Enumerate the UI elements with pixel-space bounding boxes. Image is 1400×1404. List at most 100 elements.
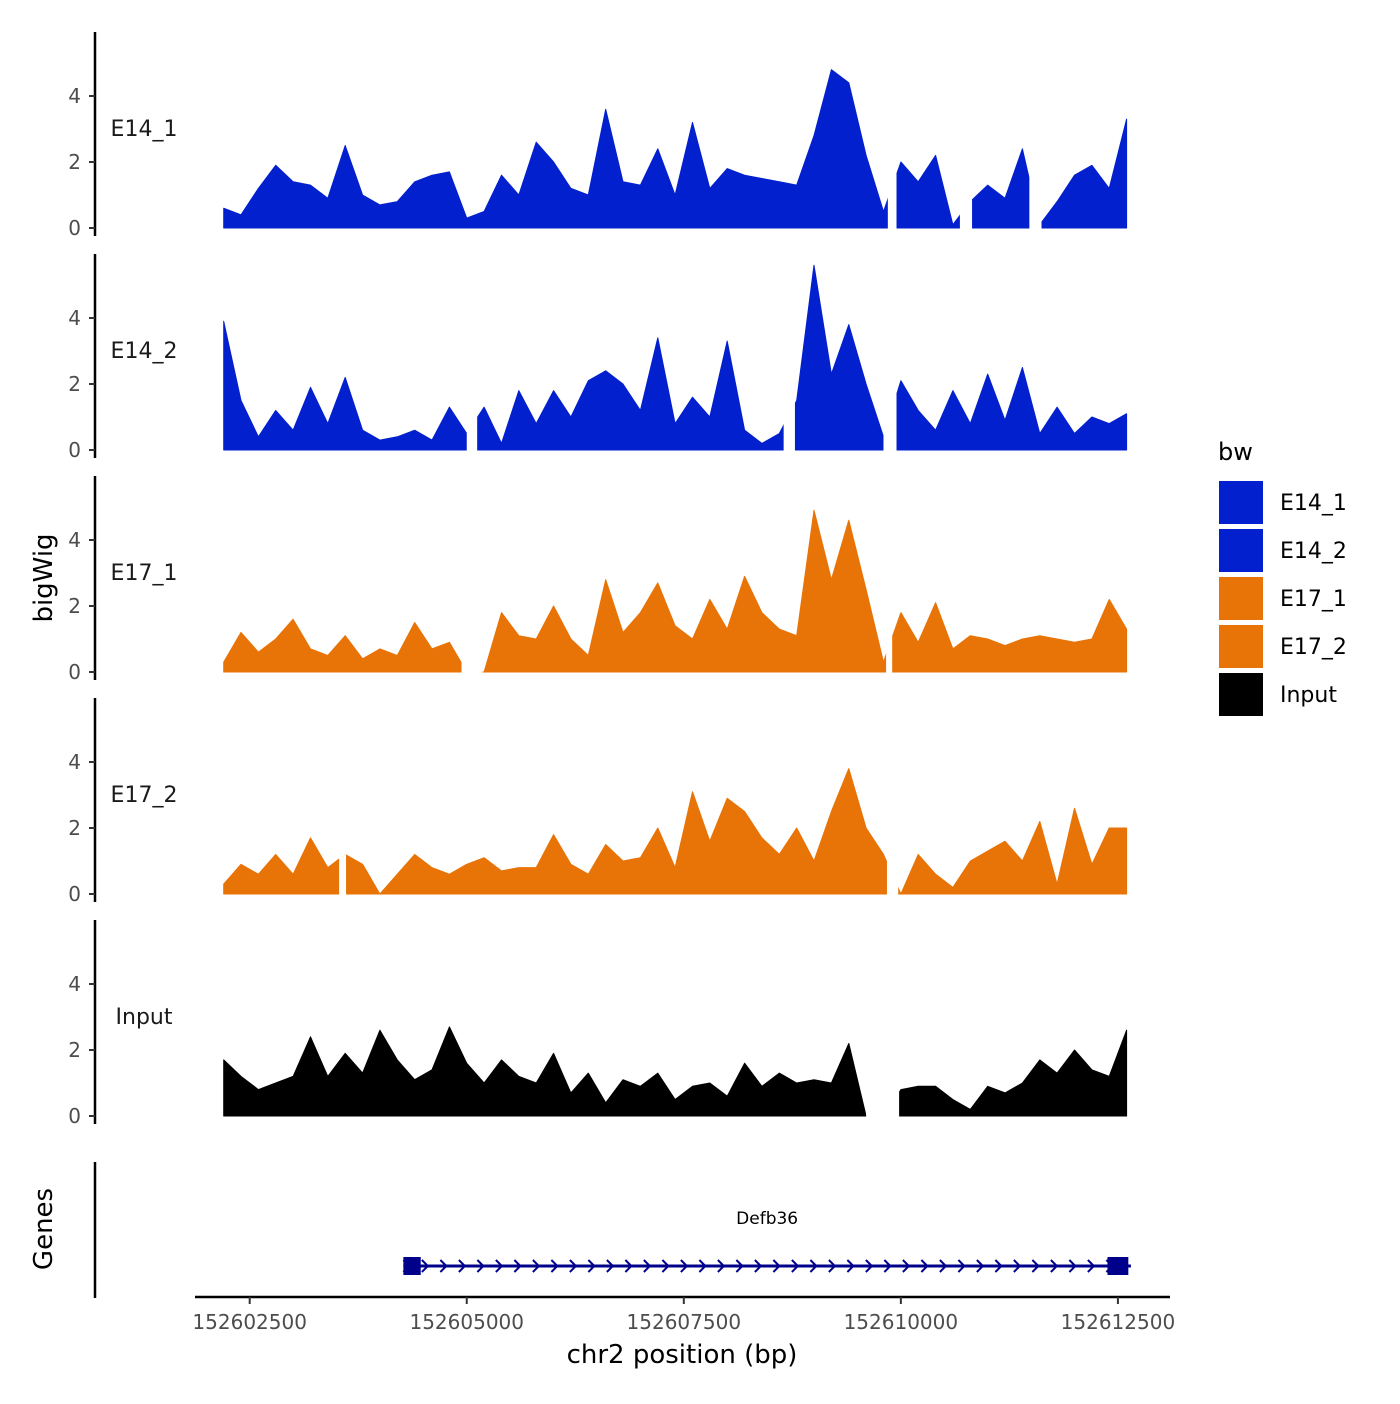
strand-arrow — [569, 1259, 578, 1273]
legend-label: E17_2 — [1280, 635, 1347, 660]
y-tick-label: 0 — [68, 1104, 81, 1128]
track-e17-1: 0 2 4 E17_1 — [68, 474, 1128, 684]
legend-label: E17_1 — [1280, 587, 1347, 612]
area-e17-1 — [223, 509, 1128, 673]
strand-arrow — [532, 1259, 541, 1273]
genes-track: Defb36 — [93, 1162, 1131, 1298]
x-tick-label: 152610000 — [844, 1310, 959, 1334]
strand-arrow — [661, 1259, 670, 1273]
x-axis-label: chr2 position (bp) — [567, 1340, 798, 1370]
strand-arrow — [1031, 1259, 1040, 1273]
strand-arrow — [939, 1259, 948, 1273]
legend-swatch — [1219, 481, 1263, 524]
area-e17-2 — [223, 768, 1128, 895]
strand-arrow — [698, 1259, 707, 1273]
y-tick-label: 2 — [68, 372, 81, 396]
legend-label: E14_1 — [1280, 491, 1347, 516]
strand-arrow — [957, 1259, 966, 1273]
track-label: Input — [116, 1005, 173, 1030]
strand-arrow — [606, 1259, 615, 1273]
y-tick-label: 0 — [68, 660, 81, 684]
strand-arrow — [846, 1259, 855, 1273]
coverage-gap — [461, 474, 483, 673]
y-tick-label: 4 — [68, 972, 81, 996]
strand-arrow — [1068, 1259, 1077, 1273]
y-tick-label: 4 — [68, 84, 81, 108]
y-axis-label: bigWig — [29, 533, 59, 622]
track-e17-2: 0 2 4 E17_2 — [68, 696, 1128, 906]
strand-arrow — [458, 1259, 467, 1273]
track-label: E14_2 — [111, 339, 178, 364]
x-tick-label: 152602500 — [192, 1310, 307, 1334]
strand-arrow — [902, 1259, 911, 1273]
legend-swatch — [1219, 673, 1263, 716]
coverage-gap — [886, 696, 899, 895]
strand-arrow — [495, 1259, 504, 1273]
coverage-gap — [783, 252, 795, 451]
legend-entry-input: Input — [1219, 673, 1337, 716]
coverage-gap — [339, 696, 347, 895]
strand-arrow — [439, 1259, 448, 1273]
y-tick-label: 2 — [68, 150, 81, 174]
strand-arrow — [624, 1259, 633, 1273]
y-tick-label: 0 — [68, 438, 81, 462]
strand-arrow — [476, 1259, 485, 1273]
exon — [403, 1257, 421, 1275]
strand-arrow — [1087, 1259, 1096, 1273]
legend-entry-e17-1: E17_1 — [1219, 577, 1347, 620]
strand-arrow — [643, 1259, 652, 1273]
y-tick-label: 4 — [68, 528, 81, 552]
genes-axis-label: Genes — [29, 1188, 59, 1270]
tracks-group: 0 2 4 E14_1 0 2 4 E14_2 0 2 4 E17_1 0 2 4 E17_2 0 2 4 Input — [68, 30, 1128, 1128]
area-e14-1 — [223, 69, 1128, 229]
track-e14-2: 0 2 4 E14_2 — [68, 252, 1128, 462]
legend-entry-e14-1: E14_1 — [1219, 481, 1347, 524]
legend-title: bw — [1218, 438, 1253, 466]
x-axis: 152602500 152605000 152607500 152610000 1526… — [192, 1295, 1175, 1334]
strand-arrow — [920, 1259, 929, 1273]
legend-entry-e14-2: E14_2 — [1219, 529, 1347, 572]
legend-label: E14_2 — [1280, 539, 1347, 564]
coverage-gap — [866, 918, 900, 1117]
legend-swatch — [1219, 577, 1263, 620]
x-tick-label: 152605000 — [409, 1310, 524, 1334]
strand-arrow — [754, 1259, 763, 1273]
strand-arrow — [550, 1259, 559, 1273]
track-label: E14_1 — [111, 117, 178, 142]
strand-arrow — [772, 1259, 781, 1273]
area-input — [223, 1026, 1128, 1117]
legend-swatch — [1219, 625, 1263, 668]
coverage-gap — [887, 30, 897, 229]
strand-arrow — [1013, 1259, 1022, 1273]
y-tick-label: 2 — [68, 816, 81, 840]
y-tick-label: 0 — [68, 882, 81, 906]
strand-arrow — [791, 1259, 800, 1273]
area-e14-2 — [223, 264, 1128, 451]
strand-arrow — [1050, 1259, 1059, 1273]
legend-label: Input — [1280, 683, 1337, 708]
strand-arrow — [587, 1259, 596, 1273]
strand-arrow — [976, 1259, 985, 1273]
track-label: E17_1 — [111, 561, 178, 586]
y-tick-label: 4 — [68, 750, 81, 774]
coverage-gap — [959, 30, 973, 229]
track-e14-1: 0 2 4 E14_1 — [68, 30, 1128, 240]
coverage-gap — [883, 252, 897, 451]
x-tick-label: 152607500 — [627, 1310, 742, 1334]
y-tick-label: 2 — [68, 1038, 81, 1062]
coverage-gap — [466, 252, 478, 451]
strand-arrow — [421, 1259, 430, 1273]
gene-defb36: Defb36 — [402, 1209, 1131, 1275]
strand-arrow — [994, 1259, 1003, 1273]
exon — [1107, 1257, 1129, 1275]
track-input: 0 2 4 Input — [68, 918, 1128, 1128]
strand-arrow — [809, 1259, 818, 1273]
strand-arrow — [717, 1259, 726, 1273]
y-tick-label: 0 — [68, 216, 81, 240]
strand-arrow — [735, 1259, 744, 1273]
y-tick-label: 2 — [68, 594, 81, 618]
strand-arrow — [828, 1259, 837, 1273]
strand-arrow — [513, 1259, 522, 1273]
